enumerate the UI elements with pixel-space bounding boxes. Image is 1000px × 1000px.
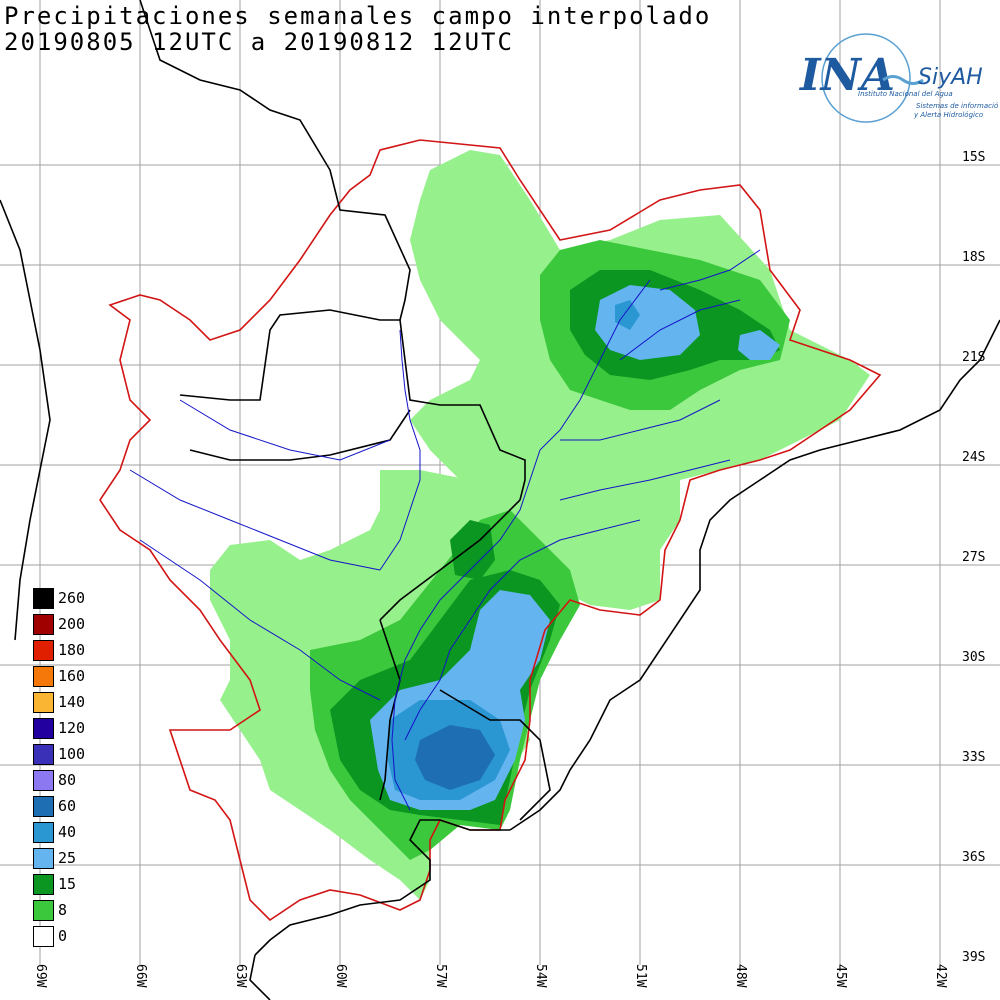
legend-swatch (33, 718, 54, 739)
legend-label: 8 (58, 901, 68, 919)
longitude-label: 66W (133, 964, 148, 988)
la-plata-basin-outline (99, 139, 882, 922)
precip-field-60-80 (415, 725, 495, 790)
longitude-label: 42W (933, 964, 948, 988)
border-bolivia-brazil (139, 0, 411, 321)
latitude-label: 24S (962, 450, 986, 465)
latitude-label: 15S (962, 150, 986, 165)
river-uruguay (404, 519, 641, 741)
field-north-blue (615, 300, 640, 330)
latitude-label: 21S (962, 350, 986, 365)
legend-swatch (33, 822, 54, 843)
river-pilcomayo (179, 399, 391, 461)
legend-swatch (33, 640, 54, 661)
border-argentina-chile (0, 199, 51, 641)
latitude-label: 33S (962, 750, 986, 765)
legend-label: 260 (58, 589, 86, 607)
field-mid-dark-green (450, 520, 495, 580)
legend-label: 0 (58, 927, 68, 945)
longitude-label: 54W (533, 964, 548, 988)
latitude-label: 18S (962, 250, 986, 265)
river-grande (659, 249, 761, 291)
river-bermejo (129, 469, 381, 571)
logo-wave-icon (882, 75, 924, 85)
logo-subtitle-1: Sistemas de información (916, 102, 998, 110)
field-north-light-blue-east (738, 330, 780, 360)
border-argentina-brazil (379, 499, 521, 621)
field-south-dark-blue (415, 725, 495, 790)
logo-siyah-text: SiyAH (918, 65, 983, 90)
longitude-label: 48W (733, 964, 748, 988)
latitude-label: 30S (962, 650, 986, 665)
logo-ina-text: INA (798, 50, 895, 101)
map-period: 20190805 12UTC a 20190812 12UTC (4, 28, 514, 56)
legend-swatch (33, 796, 54, 817)
legend-swatch (33, 666, 54, 687)
legend-label: 200 (58, 615, 86, 633)
coastline-rio-de-la-plata (254, 819, 510, 956)
legend-swatch (33, 900, 54, 921)
ina-siyah-logo: INA SiyAH Instituto Nacional del Agua Si… (798, 33, 998, 123)
river-paranapanema (560, 399, 721, 441)
legend-label: 160 (58, 667, 86, 685)
longitude-label: 60W (333, 964, 348, 988)
latitude-label: 27S (962, 550, 986, 565)
river-salado (139, 539, 381, 701)
river-parana (391, 279, 651, 811)
logo-circle (821, 33, 911, 123)
legend-label: 25 (58, 849, 77, 867)
legend-label: 60 (58, 797, 77, 815)
border-uruguay-brazil (439, 689, 551, 821)
map-title: Precipitaciones semanales campo interpol… (4, 2, 712, 30)
legend-label: 100 (58, 745, 86, 763)
legend-swatch (33, 770, 54, 791)
legend-label: 180 (58, 641, 86, 659)
legend-swatch (33, 848, 54, 869)
rivers (129, 249, 761, 811)
border-argentina-uruguay (379, 619, 401, 801)
logo-institute: Instituto Nacional del Agua (858, 90, 953, 98)
coastline-brazil (509, 319, 1000, 831)
legend-label: 120 (58, 719, 86, 737)
legend-swatch (33, 874, 54, 895)
legend-label: 80 (58, 771, 77, 789)
river-tiete (619, 299, 741, 361)
legend-swatch (33, 744, 54, 765)
longitude-label: 69W (33, 964, 48, 988)
legend-label: 40 (58, 823, 77, 841)
longitude-label: 51W (633, 964, 648, 988)
legend-label: 140 (58, 693, 86, 711)
coastline-south (249, 954, 271, 1000)
legend-label: 15 (58, 875, 77, 893)
river-paraguay (379, 329, 421, 571)
longitude-label: 57W (433, 964, 448, 988)
longitude-label: 45W (833, 964, 848, 988)
river-iguacu (559, 459, 731, 501)
longitude-label: 63W (233, 964, 248, 988)
border-bolivia-paraguay (179, 309, 400, 401)
border-paraguay-argentina (189, 409, 411, 461)
legend-swatch (33, 588, 54, 609)
latitude-label: 39S (962, 950, 986, 965)
border-paraguay-brazil (399, 319, 526, 501)
logo-subtitle-2: y Alerta Hidrológico (913, 111, 983, 119)
latitude-label: 36S (962, 850, 986, 865)
legend-swatch (33, 692, 54, 713)
legend-swatch (33, 926, 54, 947)
legend-swatch (33, 614, 54, 635)
